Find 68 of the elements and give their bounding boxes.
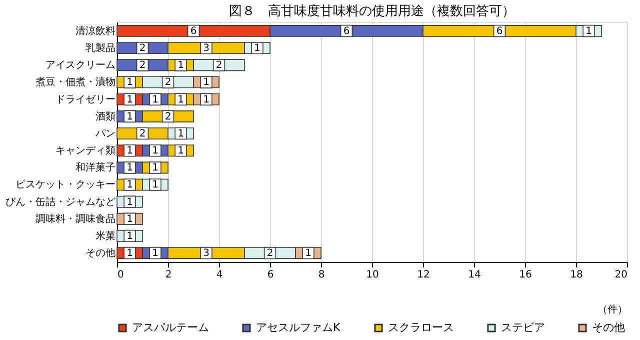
data-label: 1 bbox=[178, 128, 184, 140]
legend-label: アセスルファムK bbox=[256, 320, 341, 334]
data-label: 1 bbox=[126, 111, 133, 122]
x-tick-label: 20 bbox=[614, 270, 628, 280]
x-tick-label: 12 bbox=[417, 270, 430, 280]
x-tick-label: 8 bbox=[318, 270, 325, 280]
data-label: 1 bbox=[126, 94, 133, 106]
data-label: 1 bbox=[126, 230, 133, 242]
data-label: 1 bbox=[152, 248, 158, 260]
data-label: 1 bbox=[152, 94, 158, 106]
y-tick-label: 酒類 bbox=[96, 110, 116, 122]
x-axis-title: （件） bbox=[598, 304, 628, 316]
y-tick-label: その他 bbox=[86, 247, 116, 260]
data-label: 1 bbox=[126, 77, 133, 88]
y-tick-label: ビスケット・クッキー bbox=[16, 180, 116, 191]
data-label: 1 bbox=[254, 43, 260, 54]
chart-title: 図８ 高甘味度甘味料の使用用途（複数回答可） bbox=[229, 3, 515, 19]
data-label: 6 bbox=[343, 26, 350, 37]
data-label: 3 bbox=[203, 43, 210, 54]
data-label: 1 bbox=[126, 162, 133, 174]
legend-label: その他 bbox=[592, 320, 625, 334]
y-tick-label: 乳製品 bbox=[86, 42, 116, 54]
legend-label: アスパルテーム bbox=[132, 320, 209, 334]
data-label: 1 bbox=[203, 94, 210, 106]
data-label: 2 bbox=[164, 111, 172, 122]
data-label: 1 bbox=[178, 60, 184, 72]
data-label: 2 bbox=[164, 77, 172, 88]
data-label: 6 bbox=[496, 26, 503, 37]
x-tick-label: 2 bbox=[165, 270, 172, 280]
x-tick-label: 16 bbox=[519, 270, 532, 280]
x-tick-label: 6 bbox=[267, 270, 274, 280]
y-tick-label: 和洋菓子 bbox=[76, 162, 116, 174]
y-tick-label: 調味料・調味食品 bbox=[36, 212, 116, 225]
data-label: 1 bbox=[203, 77, 210, 88]
data-label: 1 bbox=[152, 146, 158, 157]
y-tick-label: キャンディ類 bbox=[56, 144, 116, 157]
y-tick-label: 清涼飲料 bbox=[76, 24, 116, 37]
data-label: 1 bbox=[126, 196, 133, 208]
y-tick-label: 米菓 bbox=[96, 230, 116, 242]
data-label: 2 bbox=[139, 43, 146, 54]
y-tick-label: パン bbox=[94, 128, 116, 140]
y-tick-label: ドライゼリー bbox=[56, 94, 116, 106]
data-label: 1 bbox=[305, 248, 312, 260]
y-tick-label: 煮豆・佃煮・漬物 bbox=[36, 76, 116, 88]
x-tick-label: 0 bbox=[118, 270, 124, 280]
data-label: 1 bbox=[178, 146, 184, 157]
data-label: 6 bbox=[190, 26, 197, 37]
data-label: 1 bbox=[126, 146, 133, 157]
data-label: 1 bbox=[178, 94, 184, 106]
x-tick-label: 18 bbox=[570, 270, 583, 280]
data-label: 1 bbox=[126, 248, 133, 260]
data-label: 3 bbox=[203, 248, 210, 260]
data-label: 1 bbox=[152, 162, 158, 174]
y-tick-label: びん・缶詰・ジャムなど bbox=[6, 196, 116, 208]
y-tick-label: アイスクリーム bbox=[46, 60, 116, 72]
data-label: 2 bbox=[266, 248, 274, 260]
data-label: 1 bbox=[126, 214, 133, 225]
legend-label: ステビア bbox=[501, 320, 545, 334]
x-tick-label: 14 bbox=[468, 270, 481, 280]
data-label: 1 bbox=[152, 180, 158, 191]
data-label: 2 bbox=[139, 128, 146, 140]
legend-label: スクラロース bbox=[388, 320, 454, 334]
data-label: 1 bbox=[126, 180, 133, 191]
x-tick-label: 10 bbox=[366, 270, 379, 280]
data-label: 2 bbox=[139, 60, 146, 72]
data-label: 1 bbox=[586, 26, 592, 37]
data-label: 2 bbox=[216, 60, 222, 72]
x-tick-label: 4 bbox=[216, 270, 223, 280]
